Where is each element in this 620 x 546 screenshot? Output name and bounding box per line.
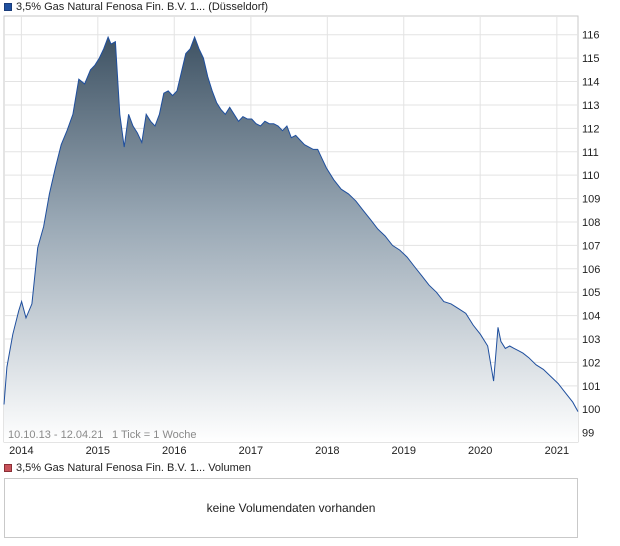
y-tick-label: 116 [582,30,600,42]
volume-legend-swatch [4,464,12,472]
x-tick-label: 2015 [86,445,110,457]
date-range-label: 10.10.13 - 12.04.21 [8,429,103,441]
y-tick-label: 110 [582,170,600,182]
price-line [3,35,579,412]
y-tick-label: 102 [582,357,600,369]
y-tick-label: 108 [582,217,600,229]
y-tick-label: 101 [582,381,600,393]
y-tick-label: 105 [582,287,600,299]
x-tick-label: 2017 [239,445,263,457]
y-tick-label: 100 [582,404,600,416]
x-tick-label: 2018 [315,445,339,457]
volume-legend-label: 3,5% Gas Natural Fenosa Fin. B.V. 1... V… [16,462,251,474]
y-tick-label: 107 [582,240,600,252]
y-axis: 99 100 101 102 103 104 105 106 107 108 109 110 111 11… [582,30,600,440]
x-tick-label: 2021 [545,445,569,457]
y-tick-label: 114 [582,77,600,89]
y-tick-label: 112 [582,123,600,135]
tick-info-label: 1 Tick = 1 Woche [112,429,196,441]
y-tick-label: 109 [582,194,600,206]
y-tick-label: 106 [582,264,600,276]
x-tick-label: 2019 [392,445,416,457]
y-tick-label: 104 [582,311,600,323]
x-tick-label: 2020 [468,445,492,457]
y-tick-label: 111 [582,147,599,159]
y-tick-label: 115 [582,53,600,65]
price-legend-swatch [4,3,12,11]
y-tick-label: 99 [582,428,594,440]
no-volume-message: keine Volumendaten vorhanden [206,501,376,515]
x-tick-label: 2014 [9,445,33,457]
volume-panel: keine Volumendaten vorhanden [4,478,578,538]
x-axis: 2014 2015 2016 2017 2018 2019 2020 2021 [9,445,569,457]
price-legend-label: 3,5% Gas Natural Fenosa Fin. B.V. 1... (… [16,1,269,13]
y-tick-label: 113 [582,100,600,112]
volume-legend: 3,5% Gas Natural Fenosa Fin. B.V. 1... V… [4,461,251,475]
price-area [4,37,578,442]
x-tick-label: 2016 [162,445,186,457]
y-tick-label: 103 [582,334,600,346]
price-chart: 10.10.13 - 12.04.21 1 Tick = 1 Woche 99 1… [3,15,600,457]
price-legend: 3,5% Gas Natural Fenosa Fin. B.V. 1... (… [4,0,268,14]
